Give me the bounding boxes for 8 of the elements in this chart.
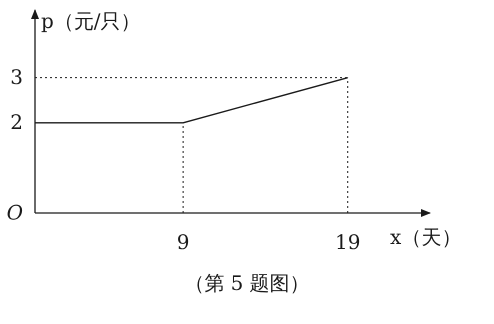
x-tick-label: 9: [176, 230, 190, 254]
y-tick-label: 2: [10, 110, 23, 134]
x-axis-title: x（天）: [390, 225, 462, 249]
y-axis-title: p（元/只）: [41, 9, 141, 33]
text: （第 5 题图）: [184, 271, 310, 295]
y-tick-label: O: [6, 200, 23, 224]
y-tick-label: 3: [10, 65, 23, 90]
x-tick-label: 19: [334, 230, 360, 254]
